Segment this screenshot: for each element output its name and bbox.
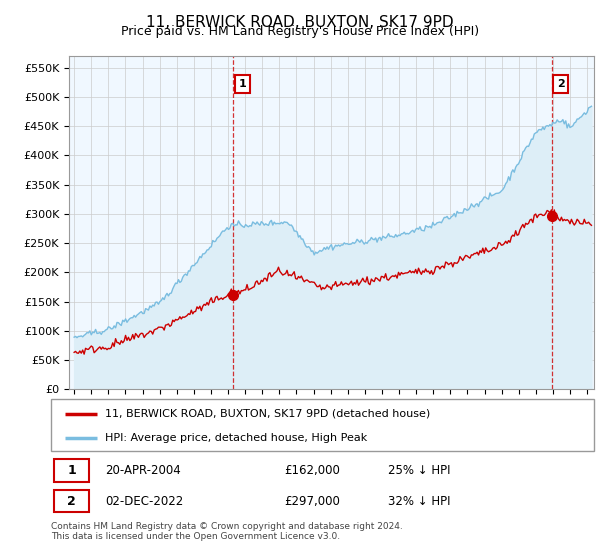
Text: 2: 2 bbox=[557, 80, 565, 90]
Text: Contains HM Land Registry data © Crown copyright and database right 2024.
This d: Contains HM Land Registry data © Crown c… bbox=[51, 522, 403, 542]
Text: HPI: Average price, detached house, High Peak: HPI: Average price, detached house, High… bbox=[106, 433, 368, 443]
Text: 11, BERWICK ROAD, BUXTON, SK17 9PD: 11, BERWICK ROAD, BUXTON, SK17 9PD bbox=[146, 15, 454, 30]
Text: 1: 1 bbox=[238, 80, 246, 90]
Text: 02-DEC-2022: 02-DEC-2022 bbox=[106, 494, 184, 507]
Text: £297,000: £297,000 bbox=[284, 494, 340, 507]
Text: 1: 1 bbox=[67, 464, 76, 477]
Text: £162,000: £162,000 bbox=[284, 464, 340, 477]
Text: 20-APR-2004: 20-APR-2004 bbox=[106, 464, 181, 477]
Text: 11, BERWICK ROAD, BUXTON, SK17 9PD (detached house): 11, BERWICK ROAD, BUXTON, SK17 9PD (deta… bbox=[106, 409, 431, 419]
Text: Price paid vs. HM Land Registry's House Price Index (HPI): Price paid vs. HM Land Registry's House … bbox=[121, 25, 479, 38]
FancyBboxPatch shape bbox=[54, 459, 89, 482]
Text: 25% ↓ HPI: 25% ↓ HPI bbox=[388, 464, 450, 477]
Text: 32% ↓ HPI: 32% ↓ HPI bbox=[388, 494, 450, 507]
Text: 2: 2 bbox=[67, 494, 76, 507]
FancyBboxPatch shape bbox=[54, 490, 89, 512]
FancyBboxPatch shape bbox=[51, 399, 594, 451]
